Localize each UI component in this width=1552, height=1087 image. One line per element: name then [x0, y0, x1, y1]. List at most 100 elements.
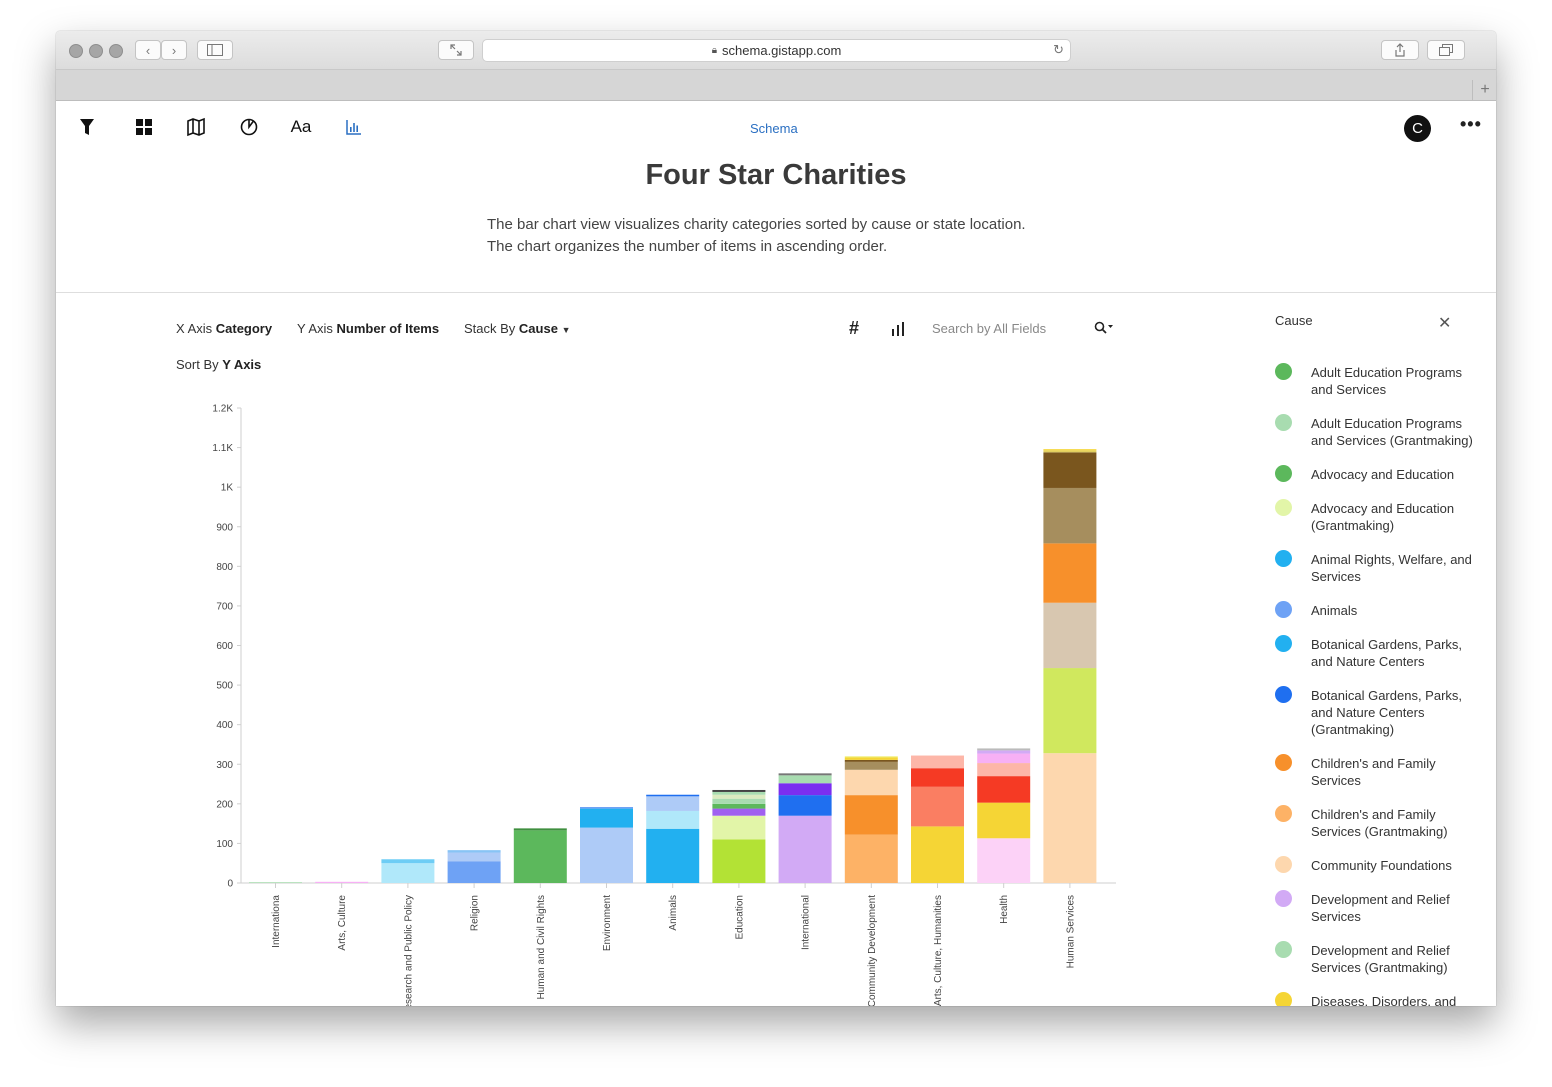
legend-title: Cause: [1275, 313, 1313, 328]
bar-segment: [844, 756, 898, 758]
legend-swatch: [1275, 414, 1292, 431]
bar-segment: [977, 802, 1031, 839]
close-icon[interactable]: ✕: [1438, 315, 1452, 332]
legend-label: Botanical Gardens, Parks, and Nature Cen…: [1311, 637, 1463, 669]
page-title: Four Star Charities: [645, 159, 907, 191]
legend-label: Adult Education Programs and Services: [1311, 365, 1463, 397]
legend-label: Development and Relief Services (Grantma…: [1311, 943, 1450, 975]
bar-segment: [911, 755, 964, 769]
bar-chart-view-button[interactable]: [342, 115, 366, 139]
browser-window: ‹ › 🔒︎ schema.gistapp.com ↻ +: [56, 31, 1496, 1006]
page-description: The bar chart view visualizes charity ca…: [487, 214, 1087, 258]
y-axis-selector[interactable]: Y Axis Number of Items: [297, 321, 439, 336]
sort-by-selector[interactable]: Sort By Y Axis: [176, 357, 261, 372]
sort-by-label: Sort By: [176, 357, 219, 372]
bar-segment: [646, 810, 700, 829]
minimize-window-icon[interactable]: [89, 44, 103, 58]
avatar[interactable]: C: [1404, 115, 1431, 142]
filter-button[interactable]: [75, 115, 99, 139]
map-view-button[interactable]: [184, 115, 208, 139]
search-icon: [1094, 321, 1113, 334]
description-line: The bar chart view visualizes charity ca…: [487, 216, 1026, 233]
bar-segment: [249, 882, 302, 884]
reload-icon[interactable]: ↻: [1053, 42, 1064, 57]
x-axis-selector[interactable]: X Axis Category: [176, 321, 272, 336]
legend-label: Botanical Gardens, Parks, and Nature Cen…: [1311, 688, 1463, 737]
tabs-overview-button[interactable]: [1427, 40, 1465, 60]
legend-swatch: [1275, 856, 1292, 873]
bar-segment: [911, 786, 964, 827]
new-tab-button[interactable]: +: [1472, 80, 1496, 100]
bar-segment: [712, 808, 766, 816]
app-toolbar: Aa Schema C •••: [56, 101, 1496, 153]
bar-segment: [778, 775, 832, 784]
bar-segment: [778, 783, 832, 796]
bar-orientation-button[interactable]: [891, 322, 905, 339]
expand-icon: [450, 44, 462, 56]
chart-style-button[interactable]: [237, 115, 261, 139]
bar-segment: [447, 861, 501, 883]
back-button[interactable]: ‹: [135, 40, 161, 60]
sidebar-toggle-button[interactable]: [197, 40, 233, 60]
schema-link[interactable]: Schema: [750, 121, 798, 136]
bar-segment: [646, 794, 700, 797]
bar-segment: [513, 828, 567, 831]
x-tick-label: Human and Civil Rights: [536, 895, 547, 1000]
zoom-window-icon[interactable]: [109, 44, 123, 58]
legend-swatch: [1275, 550, 1292, 567]
bar-segment: [646, 796, 700, 811]
x-tick-label: esearch and Public Policy: [403, 895, 414, 1006]
stack-by-selector[interactable]: Stack By Cause ▼: [464, 321, 571, 336]
x-tick-label: Religion: [470, 895, 481, 931]
y-tick-label: 1.1K: [212, 443, 233, 454]
bar-segment: [1043, 668, 1097, 754]
legend-label: Animals: [1311, 603, 1358, 618]
sidebar-icon: [207, 44, 223, 56]
more-options-icon[interactable]: •••: [1460, 114, 1482, 134]
plus-icon: +: [1480, 81, 1490, 98]
legend-label: Advocacy and Education (Grantmaking): [1311, 501, 1455, 533]
forward-button[interactable]: ›: [161, 40, 187, 60]
share-button[interactable]: [1381, 40, 1419, 60]
legend-swatch: [1275, 499, 1292, 516]
close-window-icon[interactable]: [69, 44, 83, 58]
bar-segment: [712, 794, 766, 799]
bar-segment: [646, 828, 700, 883]
caret-down-icon: ▼: [561, 325, 571, 335]
bar-segment: [513, 830, 567, 883]
legend-label: Animal Rights, Welfare, and Services: [1311, 552, 1472, 584]
legend-swatch: [1275, 890, 1292, 907]
address-bar[interactable]: 🔒︎ schema.gistapp.com ↻: [482, 39, 1071, 62]
fullscreen-button[interactable]: [438, 40, 474, 60]
grid-view-button[interactable]: [132, 115, 156, 139]
tab-strip: [56, 70, 1496, 101]
avatar-initial: C: [1412, 120, 1423, 137]
bar-segment: [712, 791, 766, 795]
bar-segment: [1043, 753, 1097, 883]
search-options-button[interactable]: [1094, 321, 1114, 338]
font-settings-button[interactable]: Aa: [289, 115, 313, 139]
y-tick-label: 200: [216, 799, 233, 810]
chevron-left-icon: ‹: [145, 42, 151, 58]
y-tick-label: 800: [216, 562, 233, 573]
bar-segment: [1043, 543, 1097, 603]
stack-by-label: Stack By: [464, 321, 516, 336]
legend-swatch: [1275, 754, 1292, 771]
legend-swatch: [1275, 465, 1292, 482]
search-input[interactable]: Search by All Fields: [932, 321, 1047, 336]
bar-segment: [844, 757, 898, 760]
legend-label: Children's and Family Services (Grantmak…: [1311, 807, 1448, 839]
number-format-button[interactable]: #: [849, 318, 859, 339]
bar-segment: [712, 815, 766, 840]
bar-segment: [844, 795, 898, 835]
bar-segment: [977, 776, 1031, 803]
bar-segment: [580, 807, 633, 809]
bar-segment: [315, 881, 369, 883]
x-tick-label: Environment: [602, 895, 613, 951]
bar-segment: [381, 863, 435, 883]
x-axis-label: X Axis: [176, 321, 213, 336]
lock-icon: 🔒︎: [711, 45, 718, 56]
bar-segment: [911, 768, 964, 787]
x-tick-label: Animals: [668, 895, 679, 931]
bar-segment: [447, 850, 501, 853]
